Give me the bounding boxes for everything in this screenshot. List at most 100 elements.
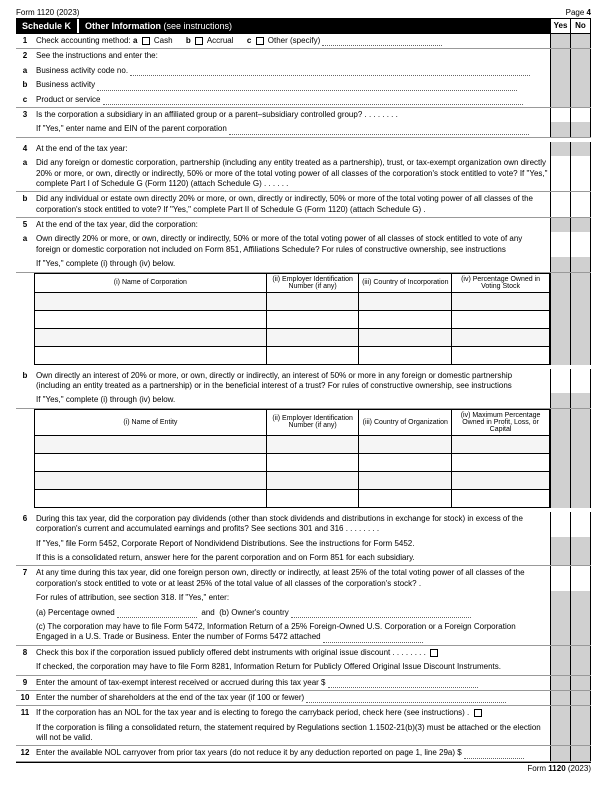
q12-num: 12 (16, 746, 34, 760)
owners-country-input[interactable] (291, 609, 471, 618)
checkbox-accrual[interactable] (195, 37, 203, 45)
q4a-num: a (16, 156, 34, 191)
table-row (35, 471, 550, 489)
q3-num: 3 (16, 108, 34, 122)
table-row (35, 453, 550, 471)
corporation-table: (i) Name of Corporation (ii) Employer Id… (34, 273, 550, 365)
page-footer: Form 1120 (2023) (16, 762, 591, 773)
table-row (35, 489, 550, 507)
q11-sub: If the corporation is filing a consolida… (34, 721, 550, 746)
q7a-label: (a) Percentage owned (36, 608, 115, 617)
q1-b: b (186, 36, 191, 45)
parent-corp-input[interactable] (229, 126, 529, 135)
checkbox-q11[interactable] (474, 709, 482, 717)
table-row (35, 310, 550, 328)
q5a-yes-box[interactable] (551, 232, 571, 257)
nol-carryover-input[interactable] (464, 750, 524, 759)
q4a-yes-box[interactable] (551, 156, 571, 191)
q11-num: 11 (16, 706, 34, 720)
table-row (35, 435, 550, 453)
yes-header: Yes (551, 19, 571, 33)
q7-text: At any time during this tax year, did on… (36, 568, 525, 587)
q7-num: 7 (16, 566, 34, 591)
q7b-label: (b) Owner's country (219, 608, 289, 617)
q5a-num: a (16, 232, 34, 257)
q6-sub1: If "Yes," file Form 5452, Corporate Repo… (34, 537, 550, 551)
q4a-text: Did any foreign or domestic corporation,… (36, 158, 547, 188)
q5a-no-box[interactable] (571, 232, 591, 257)
q2c-text: Product or service (36, 95, 100, 104)
q5b-sub: If "Yes," complete (i) through (iv) belo… (34, 393, 550, 407)
q7-sub: For rules of attribution, see section 31… (34, 591, 550, 605)
q8-sub: If checked, the corporation may have to … (34, 660, 550, 674)
q2-text: See the instructions and enter the: (34, 49, 550, 63)
q1-accrual: Accrual (207, 36, 234, 45)
q4-num: 4 (16, 142, 34, 156)
percentage-owned-input[interactable] (117, 609, 197, 618)
q5b-text: Own directly an interest of 20% or more,… (34, 369, 550, 394)
q1-other: Other (specify) (268, 36, 320, 45)
tbl1-h1: (i) Name of Corporation (35, 273, 267, 292)
shareholders-input[interactable] (306, 694, 506, 703)
q6-yes-box[interactable] (551, 512, 571, 537)
tbl1-h4: (iv) Percentage Owned in Voting Stock (452, 273, 550, 292)
q2c-num: c (16, 93, 34, 107)
schedule-label: Schedule K (16, 19, 77, 33)
activity-code-input[interactable] (130, 67, 530, 76)
forms-5472-input[interactable] (323, 634, 423, 643)
q5a-sub: If "Yes," complete (i) through (iv) belo… (34, 257, 550, 271)
q2a-num: a (16, 64, 34, 78)
q10-text: Enter the number of shareholders at the … (36, 693, 304, 702)
tbl2-h4: (iv) Maximum Percentage Owned in Profit,… (452, 409, 550, 435)
product-service-input[interactable] (103, 96, 523, 105)
tbl2-h1: (i) Name of Entity (35, 409, 267, 435)
q8-num: 8 (16, 646, 34, 660)
tbl2-h2: (ii) Employer Identification Number (if … (266, 409, 359, 435)
q2-num: 2 (16, 49, 34, 63)
q4b-yes-box[interactable] (551, 192, 571, 217)
table-row (35, 346, 550, 364)
q9-text: Enter the amount of tax-exempt interest … (36, 678, 325, 687)
business-activity-input[interactable] (97, 82, 517, 91)
q5-num: 5 (16, 218, 34, 232)
q6-sub2: If this is a consolidated return, answer… (34, 551, 550, 565)
q4b-no-box[interactable] (571, 192, 591, 217)
q2a-text: Business activity code no. (36, 66, 128, 75)
table-row (35, 292, 550, 310)
q7-no-box[interactable] (571, 566, 591, 591)
q6-num: 6 (16, 512, 34, 537)
q5b-no-box[interactable] (571, 369, 591, 394)
q4b-text: Did any individual or estate own directl… (36, 194, 533, 213)
other-specify-input[interactable] (322, 37, 442, 46)
q6-no-box[interactable] (571, 512, 591, 537)
q5-text: At the end of the tax year, did the corp… (34, 218, 550, 232)
q12-text: Enter the available NOL carryover from p… (36, 748, 462, 757)
q4a-no-box[interactable] (571, 156, 591, 191)
q2b-text: Business activity (36, 80, 95, 89)
checkbox-q8[interactable] (430, 649, 438, 657)
schedule-header: Schedule K Other Information (see instru… (16, 19, 591, 34)
q7-yes-box[interactable] (551, 566, 571, 591)
q3-text: Is the corporation a subsidiary in an af… (36, 110, 362, 119)
schedule-sub: (see instructions) (164, 21, 233, 31)
tax-exempt-interest-input[interactable] (328, 679, 478, 688)
q6-text: During this tax year, did the corporatio… (36, 514, 523, 533)
q5a-text: Own directly 20% or more, or own, direct… (34, 232, 550, 257)
checkbox-other[interactable] (256, 37, 264, 45)
q2b-num: b (16, 78, 34, 92)
q5b-yes-box[interactable] (551, 369, 571, 394)
checkbox-cash[interactable] (142, 37, 150, 45)
q10-num: 10 (16, 691, 34, 705)
form-bold: 1120 (548, 764, 565, 773)
tbl1-h3: (iii) Country of Incorporation (359, 273, 452, 292)
q3-yes-box[interactable] (551, 108, 571, 122)
q7c-text: (c) The corporation may have to file For… (36, 622, 516, 641)
q1-num: 1 (16, 34, 34, 48)
q11-text: If the corporation has an NOL for the ta… (36, 708, 465, 717)
q1-a: a (133, 36, 137, 45)
page-header: Form 1120 (2023) Page 4 (16, 8, 591, 19)
q3-no-box[interactable] (571, 108, 591, 122)
schedule-title: Other Information (85, 21, 161, 31)
q7-and: and (201, 608, 214, 617)
q9-num: 9 (16, 676, 34, 690)
